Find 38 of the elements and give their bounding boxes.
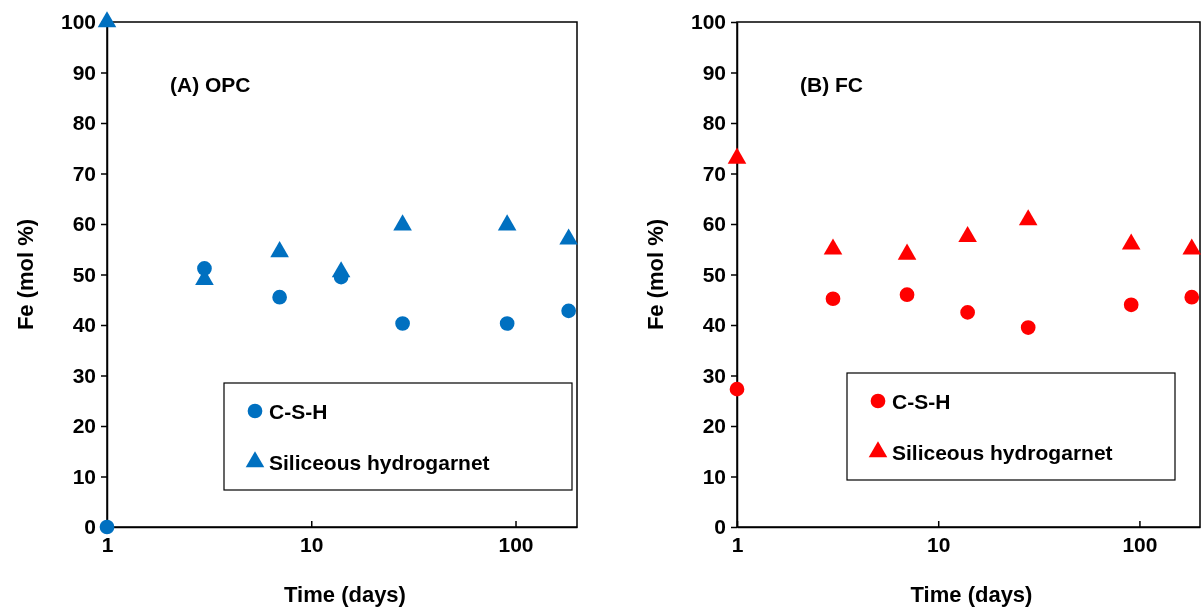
y-tick-label: 60 [702,212,726,236]
x-tick-label: 100 [498,533,534,556]
y-tick-label: 10 [72,464,96,488]
x-tick-label: 10 [927,533,951,556]
text: (A) OPC [170,73,251,96]
y-tick-label: 50 [702,262,726,286]
y-tick-label: 100 [60,10,96,34]
x-tick-label: 10 [300,533,324,556]
legend-label: C-S-H [269,400,328,423]
y-tick-label: 80 [702,111,726,135]
legend-label: Siliceous hydrogarnet [269,451,490,474]
y-tick-label: 50 [72,262,96,286]
y-tick-label: 10 [702,464,726,488]
y-tick-label: 90 [72,60,96,84]
y-tick-label: 70 [702,161,726,185]
y-tick-label: 90 [702,60,726,84]
legend-label: C-S-H [892,390,951,413]
y-tick-label: 70 [72,161,96,185]
y-tick-label: 80 [72,111,96,135]
y-tick-label: 20 [702,414,726,438]
x-tick-label: 1 [731,533,744,556]
text: (B) FC [800,73,863,96]
y-tick-label: 40 [702,313,726,337]
x-tick-label: 100 [1122,533,1158,556]
y-tick-label: 60 [72,212,96,236]
y-tick-label: 30 [72,363,96,387]
y-tick-label: 20 [72,414,96,438]
y-tick-label: 0 [714,515,726,539]
y-axis-title: Fe (mol %) [643,218,668,331]
x-axis-title: Time (days) [910,582,1033,607]
legend-label: Siliceous hydrogarnet [892,441,1113,464]
y-axis-title: Fe (mol %) [13,218,38,331]
y-tick-label: 100 [690,10,726,34]
y-tick-label: 0 [84,515,96,539]
x-tick-label: 1 [101,533,114,556]
x-axis-title: Time (days) [284,582,406,607]
y-tick-label: 30 [702,363,726,387]
y-tick-label: 40 [72,313,96,337]
